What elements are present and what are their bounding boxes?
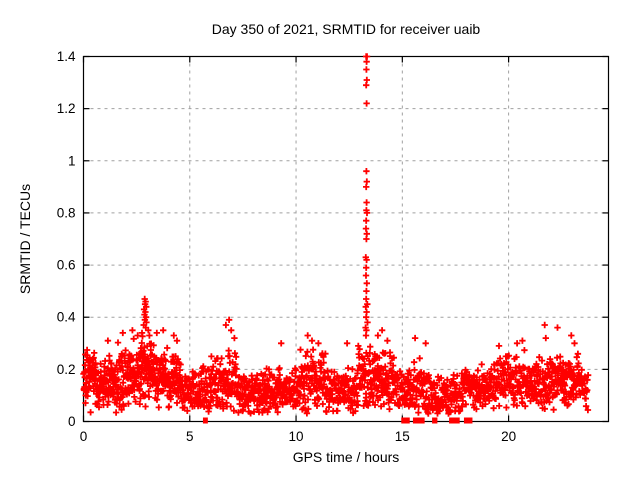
x-axis-label: GPS time / hours [292,449,400,465]
y-tick-label: 1.4 [57,49,76,64]
y-tick-label: 0.4 [57,310,76,325]
y-tick-label: 0.8 [57,205,76,220]
x-tick-label: 15 [395,429,410,444]
zero-value-marker [463,417,473,424]
y-tick-label: 0.6 [57,258,76,273]
zero-value-marker [202,417,208,424]
y-tick-label: 0 [68,414,76,429]
x-tick-label: 10 [289,429,304,444]
chart-title: Day 350 of 2021, SRMTID for receiver uai… [211,21,481,37]
zero-value-marker [432,417,438,424]
y-tick-label: 1 [68,153,76,168]
x-tick-label: 20 [501,429,516,444]
y-tick-label: 1.2 [57,101,76,116]
x-tick-label: 0 [80,429,88,444]
zero-value-marker [412,417,425,424]
y-tick-label: 0.2 [57,362,76,377]
scatter-points [80,53,592,417]
zero-value-marker [401,417,410,424]
plot-frame [82,55,610,423]
x-tick-label: 5 [186,429,194,444]
zero-value-marker [449,417,460,424]
